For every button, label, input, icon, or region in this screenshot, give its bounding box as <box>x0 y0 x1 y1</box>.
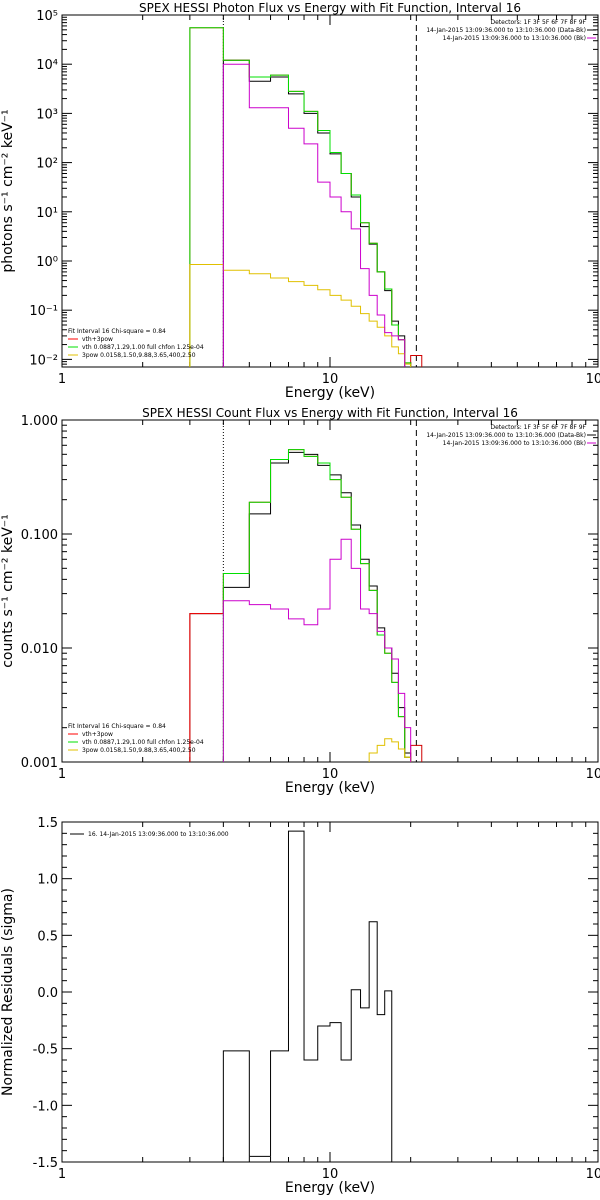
legend-info-line: 14-Jan-2015 13:09:36.000 to 13:10:36.000… <box>426 27 586 34</box>
series-line-5 <box>368 738 412 762</box>
series-line-4 <box>189 27 412 367</box>
y-tick-label: 1.0 <box>37 873 58 888</box>
series-line-1 <box>222 830 393 1162</box>
x-axis-label: Energy (keV) <box>285 385 375 401</box>
series-group <box>189 449 423 762</box>
legend-title: Fit Interval 16 Chi-square = 0.84 <box>68 723 166 730</box>
legend-title: Fit Interval 16 Chi-square = 0.84 <box>68 328 166 335</box>
x-tick-label: 100 <box>586 767 600 782</box>
x-tick-label: 10 <box>322 1167 339 1182</box>
legend-entry: vth+3pow <box>82 731 113 738</box>
legend-info-line: 14-Jan-2015 13:09:36.000 to 13:10:36.000… <box>426 432 586 439</box>
legend-entry: vth 0.0887,1.29,1.00 full chfon 1.25e-04 <box>82 344 204 351</box>
series-line-2 <box>410 354 423 367</box>
legend-info-line: Detectors: 1F 3F 5F 6F 7F 8F 9F <box>490 19 586 26</box>
x-tick-label: 1 <box>58 767 66 782</box>
x-tick-label: 10 <box>322 372 339 387</box>
series-line-6 <box>222 63 406 367</box>
x-tick-label: 100 <box>586 372 600 387</box>
x-tick-label: 100 <box>586 1167 600 1182</box>
series-line-1 <box>189 451 412 762</box>
series-group <box>222 830 393 1162</box>
y-tick-label: 10⁰ <box>36 255 58 270</box>
legend-entry: 16. 14-Jan-2015 13:09:36.000 to 13:10:36… <box>88 831 229 838</box>
y-tick-label: 10⁻¹ <box>29 304 58 319</box>
y-tick-label: 10² <box>36 157 58 172</box>
y-tick-label: 10¹ <box>36 206 58 221</box>
y-tick-label: 0.0 <box>37 986 58 1001</box>
y-tick-label: 0.100 <box>21 528 58 543</box>
y-tick-label: 10⁵ <box>36 9 58 24</box>
legend-entry: 3pow 0.0158,1.50,9.88,3.65,400,2.50 <box>82 352 196 359</box>
y-axis-label: counts s⁻¹ cm⁻² keV⁻¹ <box>0 514 16 668</box>
y-axis-label: photons s⁻¹ cm⁻² keV⁻¹ <box>0 109 16 272</box>
x-axis-label: Energy (keV) <box>285 780 375 796</box>
panel-3: 1 10 100 Energy (keV) -1.5 -1.0 -0.5 0.0 0.5 1.0 1… <box>0 816 600 1196</box>
x-tick-label: 10 <box>322 767 339 782</box>
y-tick-label: -1.5 <box>33 1156 58 1171</box>
chart-title: SPEX HESSI Count Flux vs Energy with Fit… <box>142 406 518 420</box>
plot-frame <box>61 821 599 1163</box>
y-tick-label: 0.001 <box>21 756 58 771</box>
y-tick-label: 1.5 <box>37 816 58 831</box>
y-tick-label: 0.5 <box>37 929 58 944</box>
x-tick-label: 1 <box>58 372 66 387</box>
y-tick-label: 10⁻² <box>29 353 58 368</box>
y-tick-label: -1.0 <box>33 1099 58 1114</box>
y-axis-label: Normalized Residuals (sigma) <box>0 888 16 1096</box>
y-tick-label: 0.010 <box>21 642 58 657</box>
series-group <box>189 27 423 367</box>
y-tick-label: -0.5 <box>33 1043 58 1058</box>
legend-entry: vth+3pow <box>82 336 113 343</box>
legend-info-line: 14-Jan-2015 13:09:36.000 to 13:10:36.000… <box>443 35 586 42</box>
x-axis-label: Energy (keV) <box>285 1180 375 1196</box>
legend-info-line: Detectors: 1F 3F 5F 6F 7F 8F 9F <box>490 424 586 431</box>
x-tick-label: 1 <box>58 1167 66 1182</box>
series-line-6 <box>222 538 412 762</box>
y-tick-label: 10³ <box>36 107 58 122</box>
y-tick-label: 10⁴ <box>36 58 58 73</box>
panel-2: SPEX HESSI Count Flux vs Energy with Fit… <box>0 406 600 796</box>
legend-info-line: 14-Jan-2015 13:09:36.000 to 13:10:36.000… <box>443 440 586 447</box>
panel-1: SPEX HESSI Photon Flux vs Energy with Fi… <box>0 1 600 401</box>
y-tick-label: 1.000 <box>21 414 58 429</box>
series-line-5 <box>189 263 412 367</box>
chart-title: SPEX HESSI Photon Flux vs Energy with Fi… <box>139 1 521 15</box>
legend-entry: vth 0.0887,1.29,1.00 full chfon 1.25e-04 <box>82 739 204 746</box>
legend-entry: 3pow 0.0158,1.50,9.88,3.65,400,2.50 <box>82 747 196 754</box>
series-line-4 <box>222 449 412 762</box>
